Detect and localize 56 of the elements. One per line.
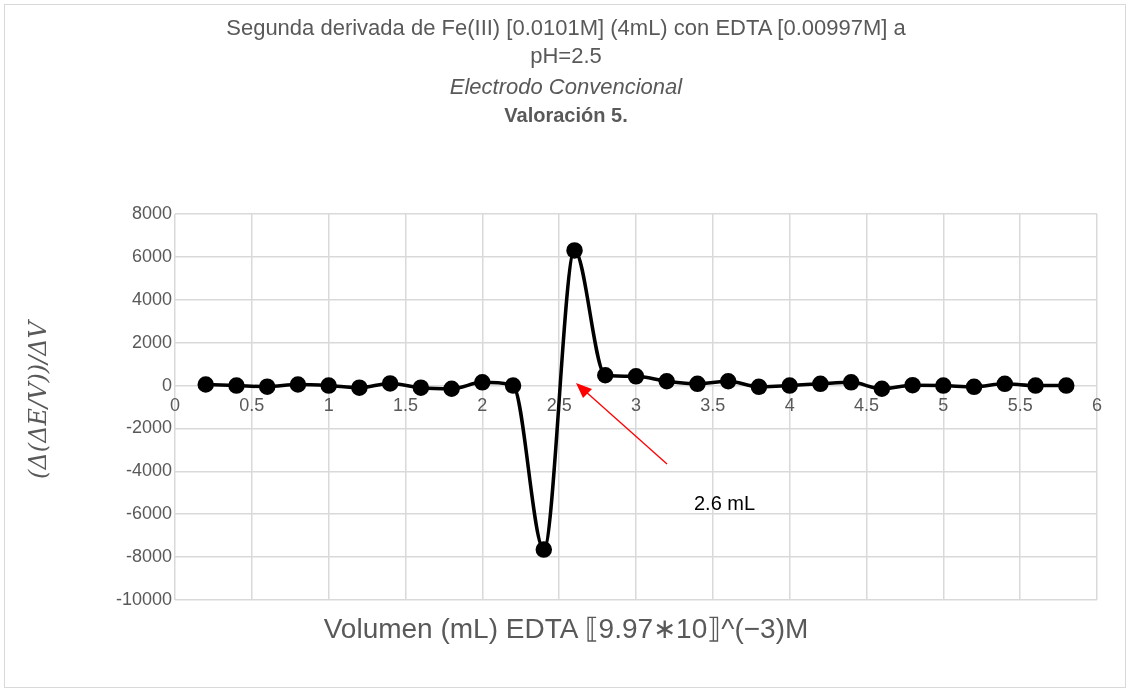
y-tick-label: 2000 bbox=[131, 331, 172, 352]
point bbox=[597, 367, 614, 384]
text: Valoración 5. bbox=[503, 104, 629, 127]
point bbox=[566, 242, 583, 259]
x-tick-label: 4.5 bbox=[853, 395, 880, 416]
point bbox=[258, 378, 276, 395]
point bbox=[965, 378, 983, 396]
point bbox=[750, 378, 768, 396]
annotation: 2.6 mL bbox=[694, 492, 756, 515]
point bbox=[504, 377, 522, 394]
point bbox=[228, 377, 245, 394]
point bbox=[351, 379, 368, 396]
x-tick-label: 5.5 bbox=[1007, 395, 1033, 416]
x-tick-label: 4 bbox=[784, 395, 795, 416]
point bbox=[320, 377, 337, 394]
point bbox=[935, 377, 952, 394]
point bbox=[812, 375, 829, 393]
x-tick-label: 3 bbox=[630, 395, 642, 416]
point bbox=[412, 379, 430, 396]
point bbox=[197, 376, 214, 393]
point bbox=[719, 373, 737, 390]
point bbox=[627, 368, 645, 385]
point bbox=[873, 380, 891, 398]
point bbox=[842, 374, 860, 391]
x-tick-label: 3.5 bbox=[700, 395, 726, 416]
chart-subtitle: Electrodo Convencional bbox=[448, 74, 684, 100]
point bbox=[1058, 377, 1075, 394]
point bbox=[781, 377, 798, 394]
x-tick-label: 0.5 bbox=[239, 395, 265, 416]
y-axis-title: (Δ(ΔE/V))/ΔV bbox=[24, 321, 52, 479]
x-tick-label: 1 bbox=[323, 395, 334, 416]
y-tick-label: -6000 bbox=[125, 503, 172, 524]
point bbox=[1027, 377, 1044, 394]
point bbox=[658, 373, 675, 390]
y-tick-label: -2000 bbox=[125, 417, 172, 438]
y-tick-label: -8000 bbox=[125, 546, 172, 567]
x-tick-label: 1.5 bbox=[392, 395, 419, 416]
x-tick-label: 6 bbox=[1091, 395, 1103, 416]
y-tick-label: 6000 bbox=[131, 245, 172, 266]
y-tick-label: -4000 bbox=[125, 460, 172, 481]
x-axis-title: Volumen (mL) EDTA ⟦9.97∗10⟧^(−3)M bbox=[322, 612, 810, 645]
y-tick-label: 4000 bbox=[131, 288, 172, 309]
point bbox=[996, 375, 1014, 393]
point bbox=[289, 376, 307, 393]
point bbox=[689, 375, 706, 393]
point bbox=[535, 541, 553, 558]
y-tick-label: -10000 bbox=[115, 588, 172, 609]
point bbox=[381, 375, 399, 392]
x-tick-label: 2 bbox=[477, 395, 488, 416]
chart-title: Segunda derivada de Fe(III) [0.0101M] (4mL) con EDTA [0.00997M] a pH=2.5 bbox=[225, 14, 907, 70]
y-tick-label: 8000 bbox=[131, 202, 172, 223]
point bbox=[474, 374, 491, 391]
y-tick-label: 0 bbox=[161, 374, 172, 395]
x-tick-label: 5 bbox=[938, 395, 949, 416]
point bbox=[443, 380, 460, 398]
point bbox=[904, 376, 921, 394]
